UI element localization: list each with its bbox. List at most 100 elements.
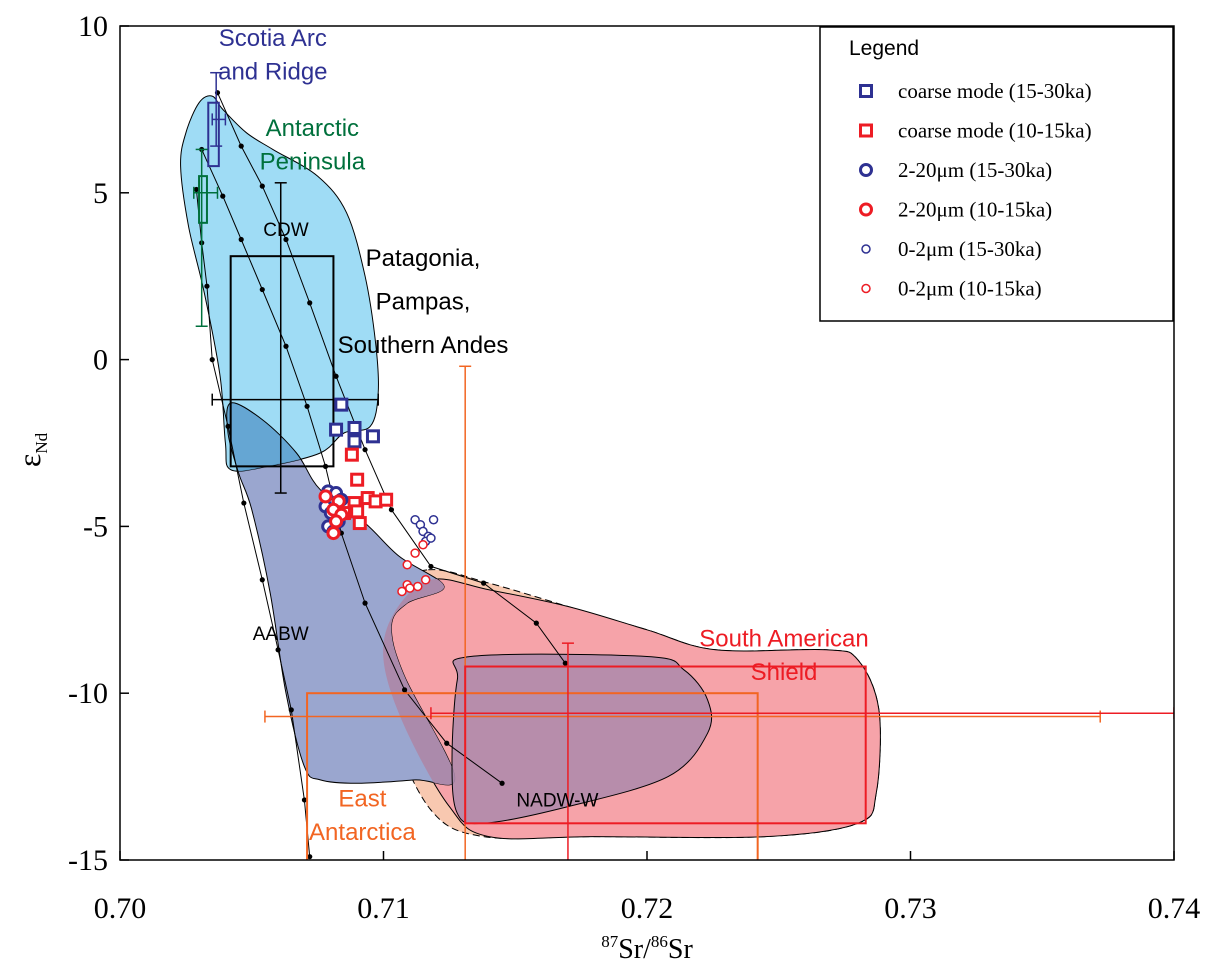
series-2 bbox=[336, 447, 394, 531]
x-axis-label: 87Sr/86Sr bbox=[601, 932, 693, 965]
source-range-box-3 bbox=[198, 175, 208, 224]
source-range-box-2 bbox=[207, 101, 220, 168]
annotation-12: East bbox=[338, 786, 386, 813]
x-tick-label-2: 0.71 bbox=[357, 892, 410, 925]
point-1-4 bbox=[347, 434, 362, 449]
legend-label-2: coarse mode (10-15ka) bbox=[898, 119, 1092, 143]
series-5 bbox=[410, 514, 439, 547]
source-range-1 bbox=[211, 182, 379, 494]
legend-label-3: 2-20μm (15-30ka) bbox=[898, 158, 1052, 182]
point-6-1 bbox=[410, 548, 420, 558]
annotation-7: Pampas, bbox=[376, 289, 471, 316]
curve-node-1-6 bbox=[333, 373, 339, 379]
y-axis-label-main: ε bbox=[11, 454, 47, 467]
curve-node-1-5 bbox=[307, 300, 313, 306]
y-tick-label-5: -10 bbox=[68, 677, 108, 710]
region-nadw-dark-loop bbox=[451, 653, 713, 825]
series-1 bbox=[329, 397, 380, 449]
y-tick-label-3: 0 bbox=[93, 344, 108, 377]
point-6-2 bbox=[418, 539, 428, 550]
point-6-7 bbox=[413, 581, 423, 592]
curve-node-3-6 bbox=[241, 500, 247, 506]
point-4-6 bbox=[326, 526, 341, 541]
point-6-5 bbox=[397, 586, 407, 597]
source-range-box-4 bbox=[306, 692, 759, 860]
curve-node-1-8 bbox=[388, 507, 395, 513]
curve-node-2-12 bbox=[499, 780, 505, 786]
curve-node-2-9 bbox=[362, 600, 368, 606]
curve-node-1-7 bbox=[362, 447, 368, 453]
curve-node-2-11 bbox=[444, 740, 450, 746]
annotation-11: Shield bbox=[751, 659, 818, 686]
mixing-curve-2 bbox=[201, 149, 503, 784]
curve-node-2-6 bbox=[304, 403, 310, 409]
data-points-layer bbox=[318, 397, 439, 597]
curve-node-2-3 bbox=[238, 236, 244, 243]
curve-node-1-9 bbox=[428, 563, 434, 570]
point-4-5 bbox=[329, 514, 344, 529]
point-2-1 bbox=[344, 447, 359, 462]
point-1-3 bbox=[347, 420, 362, 435]
y-tick-label-6: -15 bbox=[68, 844, 108, 877]
legend-items: coarse mode (15-30ka) coarse mode (10-15k… bbox=[859, 79, 1092, 301]
series-6 bbox=[397, 539, 431, 597]
annotation-4: Peninsula bbox=[260, 148, 366, 175]
legend-box bbox=[819, 26, 1174, 322]
y-axis-label: εNd bbox=[11, 432, 51, 467]
curve-node-3-10 bbox=[301, 797, 308, 803]
source-range-box-5 bbox=[464, 665, 867, 825]
curve-node-1-11 bbox=[533, 620, 539, 626]
curve-node-3-5 bbox=[225, 423, 231, 429]
annotation-10: South American bbox=[699, 625, 868, 652]
source-ranges-layer bbox=[193, 71, 1174, 860]
annotation-5: CDW bbox=[263, 220, 308, 241]
x-axis-label-sup2: 86 bbox=[651, 932, 668, 951]
curve-node-1-3 bbox=[259, 183, 265, 189]
curve-node-3-9 bbox=[288, 707, 294, 713]
point-4-1 bbox=[318, 489, 333, 504]
region-aabw-nadw-overlap bbox=[383, 578, 455, 785]
point-2-8 bbox=[352, 516, 367, 531]
point-1-2 bbox=[329, 422, 344, 437]
source-range-box-1 bbox=[229, 255, 335, 468]
y-tick-label-4: -5 bbox=[83, 510, 108, 543]
annotation-14: NADW-W bbox=[516, 791, 598, 812]
series-4 bbox=[318, 489, 349, 541]
source-range-2 bbox=[207, 71, 227, 168]
curve-node-3-7 bbox=[259, 577, 265, 583]
legend-marker-3 bbox=[859, 163, 873, 177]
curve-node-3-4 bbox=[209, 357, 215, 363]
source-range-3 bbox=[193, 148, 219, 327]
mixing-curve-1 bbox=[217, 92, 566, 664]
point-5-7 bbox=[426, 533, 436, 543]
point-6-8 bbox=[420, 575, 431, 585]
legend-marker-6 bbox=[861, 283, 871, 294]
curve-node-1-10 bbox=[481, 580, 487, 586]
annotation-8: Southern Andes bbox=[338, 332, 509, 359]
curve-node-2-2 bbox=[220, 193, 226, 199]
curve-node-3-11 bbox=[307, 854, 313, 860]
mixing-curves-layer bbox=[193, 90, 568, 860]
curve-node-1-4 bbox=[283, 236, 289, 243]
legend-label-5: 0-2μm (15-30ka) bbox=[898, 237, 1042, 261]
point-6-6 bbox=[405, 583, 415, 593]
legend-label-4: 2-20μm (10-15ka) bbox=[898, 198, 1052, 222]
x-tick-label-3: 0.72 bbox=[621, 892, 674, 925]
x-tick-label-1: 0.70 bbox=[94, 892, 147, 925]
x-tick-label-5: 0.74 bbox=[1148, 892, 1201, 925]
curve-node-2-4 bbox=[259, 286, 265, 293]
annotations-layer: Scotia Arc and Ridge Antarctic Peninsula CDW… bbox=[218, 25, 869, 846]
legend-label-1: coarse mode (15-30ka) bbox=[898, 79, 1092, 103]
point-1-1 bbox=[334, 397, 349, 412]
curve-node-2-5 bbox=[283, 343, 289, 349]
x-axis-label-main2: Sr bbox=[668, 934, 694, 965]
legend: Legend coarse mode (15-30ka)coarse mode … bbox=[819, 26, 1174, 322]
curve-node-2-10 bbox=[401, 687, 408, 693]
annotation-9: AABW bbox=[253, 624, 309, 645]
curve-node-1-2 bbox=[238, 143, 244, 149]
annotation-6: Patagonia, bbox=[366, 245, 481, 272]
legend-marker-2 bbox=[859, 123, 873, 138]
legend-marker-4 bbox=[859, 202, 873, 217]
point-2-2 bbox=[350, 472, 365, 487]
